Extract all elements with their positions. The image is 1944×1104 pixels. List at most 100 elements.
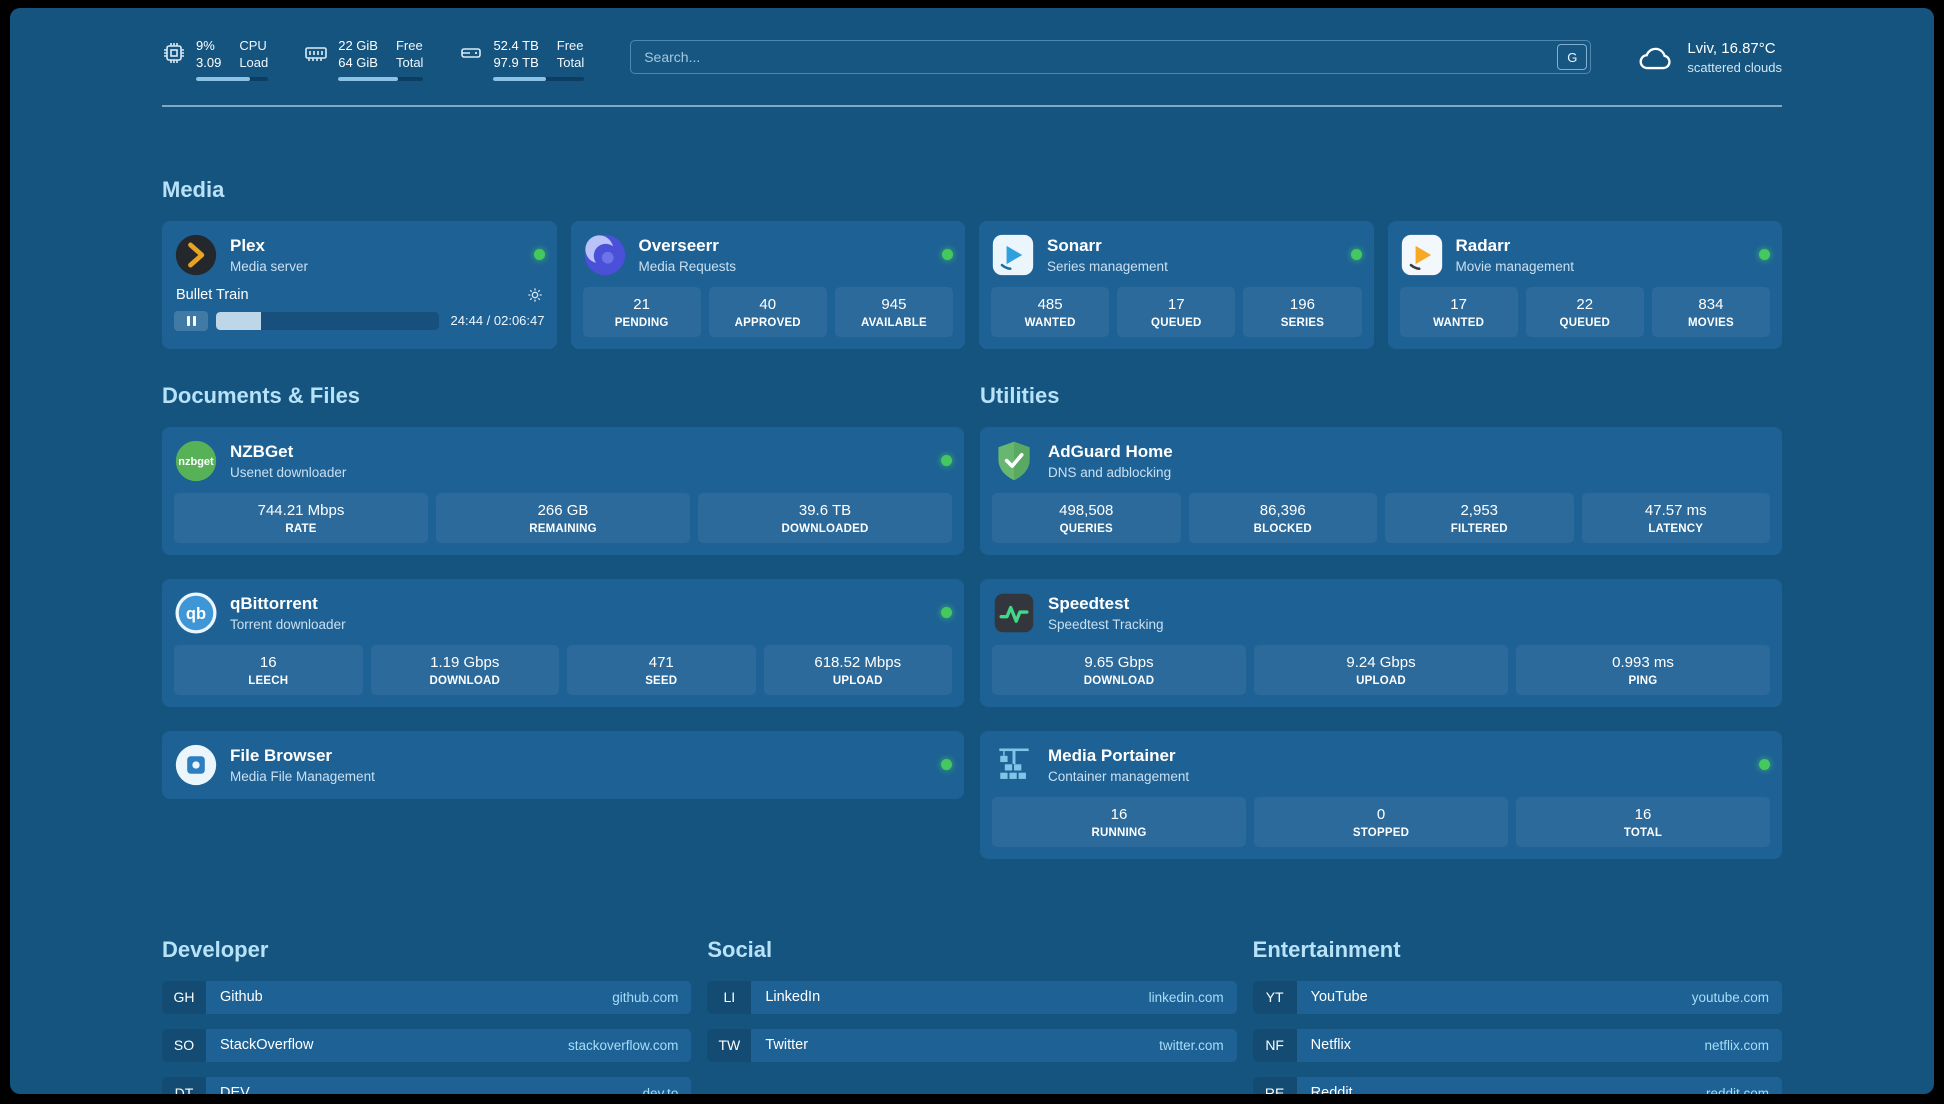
link-row-twitter[interactable]: TW Twitter twitter.com	[707, 1028, 1237, 1062]
link-abbr: RE	[1252, 1076, 1297, 1094]
memory-progress-fill	[338, 76, 398, 81]
settings-gear-icon[interactable]	[527, 287, 543, 303]
app-card-overseerr[interactable]: Overseerr Media Requests 21 PENDING 40 A…	[570, 220, 965, 349]
search-input[interactable]	[634, 44, 1558, 70]
section-heading-utilities: Utilities	[980, 382, 1060, 408]
app-card-speedtest[interactable]: Speedtest Speedtest Tracking 9.65 Gbps D…	[980, 578, 1782, 707]
app-subtitle: Torrent downloader	[230, 616, 346, 632]
radarr-icon	[1400, 233, 1444, 277]
section-heading-developer: Developer	[162, 936, 269, 962]
stat-upload: 9.24 Gbps UPLOAD	[1254, 644, 1508, 695]
qbittorrent-icon: qb	[174, 591, 218, 635]
link-row-dev[interactable]: DT DEV dev.to	[162, 1076, 692, 1094]
memory-total-label: Total	[395, 54, 424, 70]
link-row-github[interactable]: GH Github github.com	[162, 980, 692, 1014]
system-metrics: 9% 3.09 CPU Load	[162, 38, 585, 81]
stat-latency: 47.57 ms LATENCY	[1581, 492, 1770, 543]
link-abbr: YT	[1252, 980, 1297, 1014]
stat-download: 9.65 Gbps DOWNLOAD	[992, 644, 1246, 695]
dashboard-root: 9% 3.09 CPU Load	[10, 8, 1934, 1094]
disk-metric: 52.4 TB 97.9 TB Free Total	[459, 38, 585, 81]
link-row-reddit[interactable]: RE Reddit reddit.com	[1252, 1076, 1782, 1094]
cpu-metric: 9% 3.09 CPU Load	[162, 38, 269, 81]
ram-icon	[304, 41, 328, 65]
link-name: Netflix	[1310, 1037, 1351, 1054]
app-card-qbittorrent[interactable]: qb qBittorrent Torrent downloader 16 LEE…	[162, 578, 964, 707]
memory-free-label: Free	[395, 38, 423, 53]
app-name: Speedtest	[1048, 593, 1130, 613]
app-name: NZBGet	[230, 441, 294, 461]
app-card-nzbget[interactable]: nzbget NZBGet Usenet downloader 744.21 M…	[162, 426, 964, 555]
pause-button[interactable]	[174, 310, 208, 331]
entertainment-links-column: Entertainment YT YouTube youtube.com NF …	[1252, 903, 1782, 1094]
app-name: qBittorrent	[230, 593, 318, 613]
svg-text:nzbget: nzbget	[178, 456, 214, 468]
playback-progress-fill	[216, 311, 261, 330]
search-bar: G	[630, 40, 1592, 74]
search-engine-button[interactable]: G	[1557, 44, 1588, 70]
adguard-icon	[992, 439, 1036, 483]
link-url: youtube.com	[1691, 989, 1769, 1005]
status-dot	[1759, 249, 1770, 261]
app-card-filebrowser[interactable]: File Browser Media File Management	[162, 730, 964, 799]
middle-columns: Documents & Files nzbget NZBGet U	[162, 349, 1782, 859]
cpu-progress-fill	[196, 76, 251, 81]
weather-condition: scattered clouds	[1687, 60, 1782, 75]
link-name: Reddit	[1310, 1085, 1353, 1094]
links-section: Developer GH Github github.com SO StackO…	[162, 903, 1782, 1094]
link-row-youtube[interactable]: YT YouTube youtube.com	[1252, 980, 1782, 1014]
app-name: Radarr	[1455, 235, 1511, 255]
playback-progress-track[interactable]	[216, 311, 439, 330]
section-heading-social: Social	[707, 936, 773, 962]
status-dot	[941, 607, 952, 619]
app-card-portainer[interactable]: Media Portainer Container management 16 …	[980, 730, 1782, 859]
app-card-sonarr[interactable]: Sonarr Series management 485 WANTED 17 Q…	[979, 220, 1374, 349]
stat-remaining: 266 GB REMAINING	[436, 492, 690, 543]
link-row-linkedin[interactable]: LI LinkedIn linkedin.com	[707, 980, 1237, 1014]
topbar-divider	[162, 104, 1782, 107]
link-abbr: LI	[707, 980, 752, 1014]
stat-pending: 21 PENDING	[582, 286, 701, 337]
app-card-plex[interactable]: Plex Media server Bullet Train	[162, 220, 557, 349]
topbar: 9% 3.09 CPU Load	[162, 8, 1782, 81]
developer-links-column: Developer GH Github github.com SO StackO…	[162, 903, 692, 1094]
disk-total-label: Total	[556, 54, 585, 70]
stat-stopped: 0 STOPPED	[1254, 796, 1508, 847]
section-heading-entertainment: Entertainment	[1252, 936, 1401, 962]
status-dot	[942, 249, 953, 261]
app-subtitle: DNS and adblocking	[1048, 464, 1172, 480]
app-subtitle: Container management	[1048, 768, 1190, 784]
svg-text:qb: qb	[186, 605, 206, 623]
link-url: linkedin.com	[1148, 989, 1224, 1005]
stat-total: 16 TOTAL	[1516, 796, 1770, 847]
disk-total-value: 97.9 TB	[493, 54, 539, 70]
drive-icon	[459, 41, 483, 65]
status-dot	[1350, 249, 1362, 261]
link-name: LinkedIn	[765, 989, 821, 1006]
search-area: G	[630, 40, 1592, 74]
disk-free-value: 52.4 TB	[493, 38, 539, 53]
utilities-column: Utilities AdGuard Home	[980, 349, 1782, 859]
playback-time: 24:44 / 02:06:47	[450, 313, 545, 329]
disk-progress-fill	[493, 76, 547, 81]
app-subtitle: Series management	[1047, 258, 1168, 274]
link-row-stackoverflow[interactable]: SO StackOverflow stackoverflow.com	[162, 1028, 692, 1062]
link-url: dev.to	[642, 1085, 679, 1094]
app-card-radarr[interactable]: Radarr Movie management 17 WANTED 22 QUE…	[1387, 220, 1782, 349]
link-name: DEV	[220, 1085, 250, 1094]
filebrowser-icon	[174, 743, 218, 787]
nzbget-icon: nzbget	[174, 439, 218, 483]
stat-rate: 744.21 Mbps RATE	[174, 492, 428, 543]
portainer-icon	[992, 743, 1036, 787]
link-row-netflix[interactable]: NF Netflix netflix.com	[1252, 1028, 1782, 1062]
section-heading-media: Media	[162, 176, 225, 202]
app-card-adguard[interactable]: AdGuard Home DNS and adblocking 498,508 …	[980, 426, 1782, 555]
app-subtitle: Media server	[230, 258, 309, 274]
cpu-progress-track	[196, 76, 269, 81]
link-name: StackOverflow	[220, 1037, 314, 1054]
weather-widget: Lviv, 16.87°C scattered clouds	[1637, 40, 1782, 75]
link-name: Twitter	[765, 1037, 809, 1054]
media-cards-row: Plex Media server Bullet Train	[162, 220, 1782, 349]
app-name: Sonarr	[1047, 235, 1102, 255]
stat-downloaded: 39.6 TB DOWNLOADED	[698, 492, 952, 543]
